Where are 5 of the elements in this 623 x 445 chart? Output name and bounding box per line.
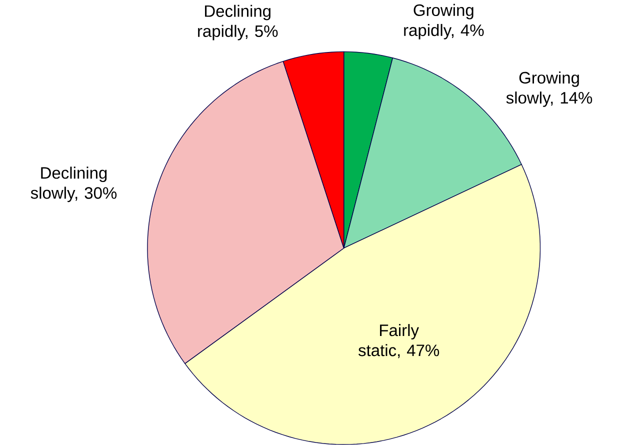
slice-label: Declining rapidly, 5% <box>198 4 278 40</box>
slice-label: Declining slowly, 30% <box>30 166 117 202</box>
slice-label: Growing slowly, 14% <box>506 72 592 107</box>
slice-label: Growing rapidly, 4% <box>404 4 484 40</box>
slice-label: Fairly static, 47% <box>358 324 440 358</box>
